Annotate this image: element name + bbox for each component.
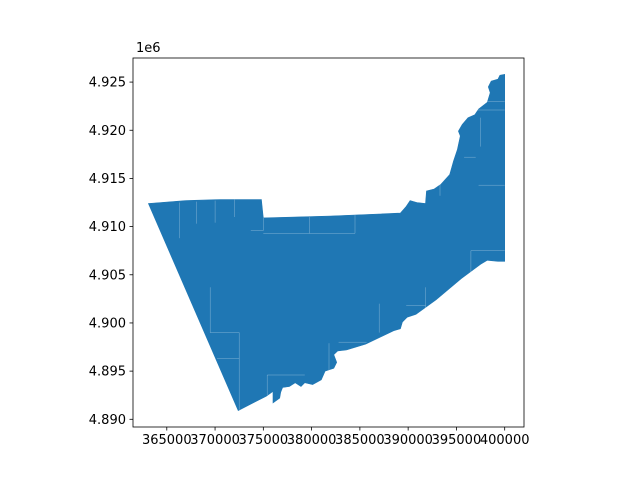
axes-frame: [132, 57, 525, 428]
y-tick-label: 4.915: [89, 172, 126, 187]
region-polygon: [147, 74, 506, 412]
y-tick-label: 4.925: [89, 76, 126, 91]
y-tick-label: 4.900: [89, 316, 126, 331]
x-tick-label: 385000: [335, 433, 385, 448]
x-tick-label: 370000: [190, 433, 240, 448]
y-axis-offset-label: 1e6: [136, 41, 161, 56]
x-tick-label: 375000: [239, 433, 289, 448]
y-tick-label: 4.895: [89, 365, 126, 380]
x-tick-label: 400000: [480, 433, 530, 448]
y-tick-label: 4.890: [89, 413, 126, 428]
y-tick-label: 4.910: [89, 220, 126, 235]
plot-area: [147, 74, 506, 412]
parcel-boundary: [263, 215, 356, 234]
x-tick-label: 380000: [287, 433, 337, 448]
axes: 3650003700003750003800003850003900003950…: [89, 57, 530, 448]
y-tick-label: 4.905: [89, 268, 126, 283]
y-tick-label: 4.920: [89, 124, 126, 139]
x-tick-label: 395000: [432, 433, 482, 448]
x-tick-label: 365000: [142, 433, 192, 448]
parcel-boundary: [470, 250, 505, 273]
x-tick-label: 390000: [383, 433, 433, 448]
parcel-boundary: [250, 217, 264, 231]
parcel-boundary: [210, 332, 240, 359]
